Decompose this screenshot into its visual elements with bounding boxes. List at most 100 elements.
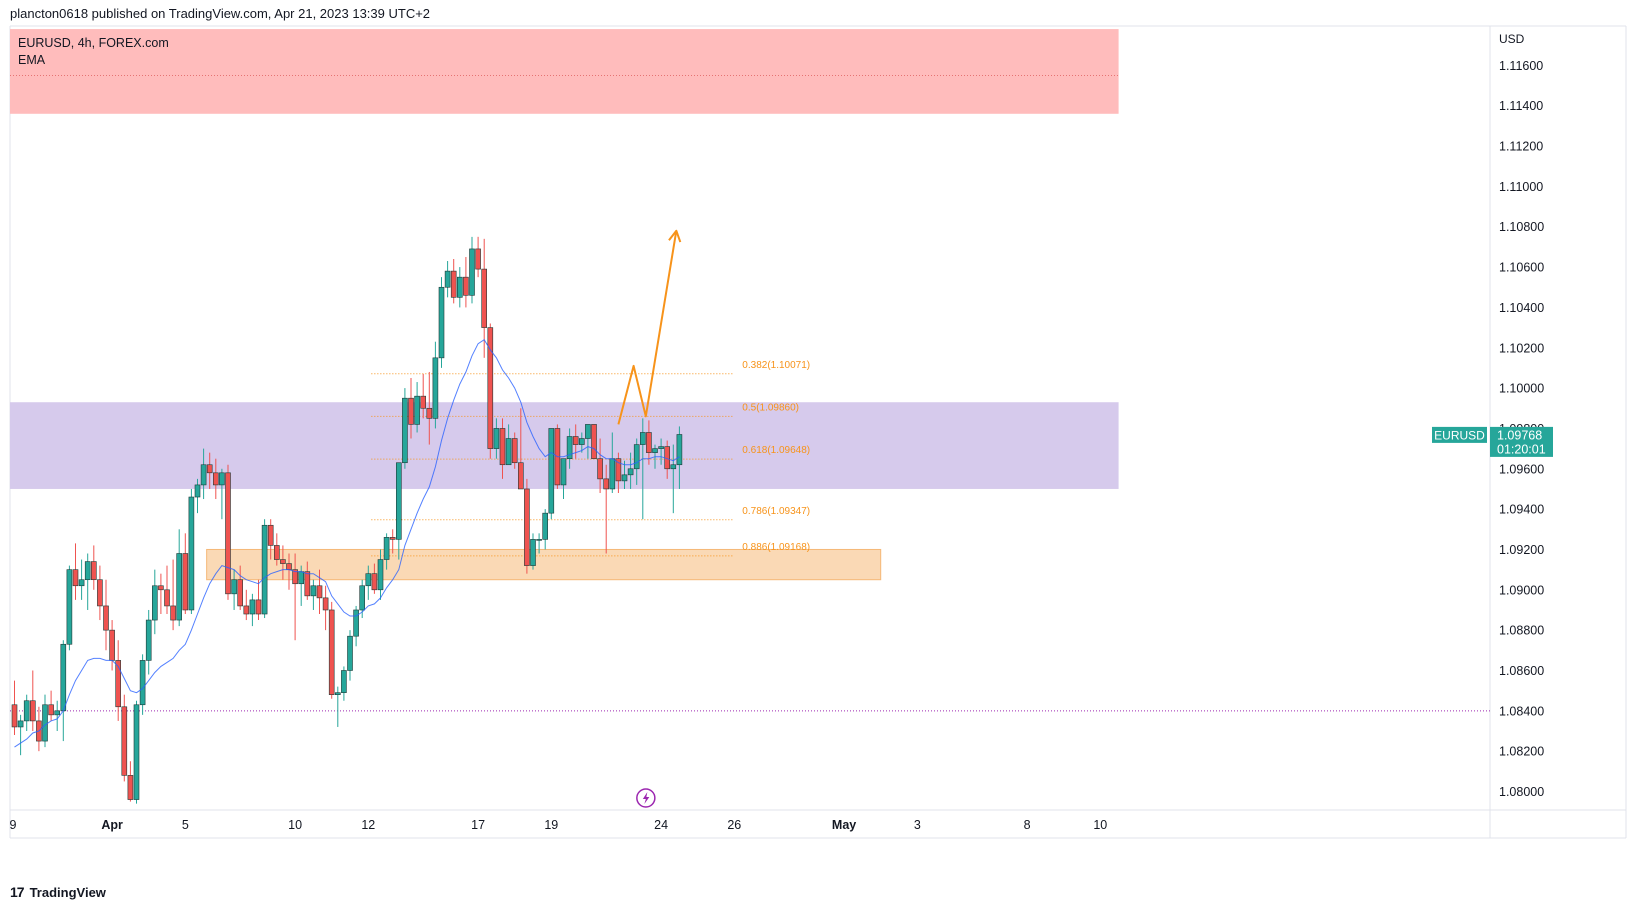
candle-body bbox=[213, 472, 219, 486]
candle-body bbox=[298, 571, 305, 585]
candle-body bbox=[286, 563, 292, 570]
candle bbox=[603, 464, 610, 554]
candle bbox=[249, 593, 256, 627]
candle bbox=[176, 529, 182, 627]
candle bbox=[127, 761, 134, 802]
candle-body bbox=[54, 710, 61, 716]
candle bbox=[23, 694, 30, 731]
last-price-badge bbox=[1490, 426, 1553, 457]
candle-body bbox=[536, 539, 542, 541]
candle bbox=[450, 259, 457, 304]
candle bbox=[670, 444, 677, 514]
candle bbox=[585, 424, 591, 459]
candle-body bbox=[505, 438, 512, 466]
projection-path bbox=[617, 230, 678, 425]
candle-body bbox=[273, 545, 280, 560]
candle bbox=[280, 545, 286, 580]
candle-body bbox=[176, 553, 182, 621]
candle bbox=[188, 488, 195, 615]
candle-body bbox=[200, 464, 207, 486]
candle bbox=[371, 563, 378, 594]
candle-body bbox=[676, 434, 683, 466]
candle-body bbox=[48, 704, 54, 716]
candle-body bbox=[225, 472, 231, 595]
candle bbox=[60, 640, 67, 742]
candle bbox=[578, 432, 585, 453]
candle bbox=[536, 533, 542, 554]
candle-body bbox=[621, 474, 628, 482]
candle bbox=[341, 666, 347, 701]
candle bbox=[84, 553, 91, 610]
candle bbox=[194, 478, 201, 514]
tradingview-logo-icon: 17 bbox=[10, 884, 25, 900]
candle bbox=[639, 418, 646, 520]
candle-body bbox=[469, 248, 475, 296]
candle bbox=[463, 256, 469, 308]
brand-footer[interactable]: 17 TradingView bbox=[10, 884, 106, 900]
fib-label-0.618: 0.618(1.09648) bbox=[742, 445, 810, 456]
candle bbox=[91, 545, 97, 590]
candle bbox=[304, 561, 311, 600]
candle bbox=[530, 533, 536, 570]
candle bbox=[29, 670, 36, 731]
candle bbox=[109, 620, 115, 671]
candle-body bbox=[219, 472, 225, 486]
candle-body bbox=[334, 692, 341, 695]
candle bbox=[231, 569, 237, 610]
time-tick-label: 10 bbox=[288, 818, 302, 832]
lightning-icon[interactable] bbox=[636, 788, 656, 808]
time-tick-label: 3 bbox=[914, 818, 921, 832]
candle-body bbox=[11, 704, 18, 728]
candle bbox=[42, 694, 48, 748]
symbol-legend[interactable]: EURUSD, 4h, FOREX.com bbox=[18, 36, 169, 50]
candle-body bbox=[377, 559, 384, 591]
candle-body bbox=[609, 458, 616, 490]
candle-body bbox=[66, 569, 73, 645]
price-tick-label: 1.10600 bbox=[1499, 261, 1544, 275]
price-tick-label: 1.08800 bbox=[1499, 624, 1544, 638]
candle bbox=[261, 519, 268, 619]
price-axis-currency: USD bbox=[1499, 32, 1525, 46]
candle bbox=[11, 680, 18, 736]
candle bbox=[438, 277, 445, 368]
candle-body bbox=[341, 670, 347, 693]
candle-body bbox=[646, 432, 652, 453]
ema-legend[interactable]: EMA bbox=[18, 53, 46, 67]
chart-legend[interactable]: EURUSD, 4h, FOREX.com EMA bbox=[18, 35, 169, 69]
candle-body bbox=[206, 464, 213, 474]
candle-body bbox=[182, 553, 189, 611]
candle-body bbox=[127, 775, 134, 800]
candle-body bbox=[145, 619, 152, 661]
candle bbox=[658, 438, 664, 465]
candle-body bbox=[487, 327, 494, 449]
candle-body bbox=[328, 609, 335, 695]
price-tick-label: 1.11200 bbox=[1499, 140, 1543, 154]
candle bbox=[48, 690, 54, 721]
candle-body bbox=[170, 605, 176, 621]
candle bbox=[133, 700, 140, 804]
candle-body bbox=[597, 458, 603, 480]
candle bbox=[145, 609, 152, 675]
time-tick-label: 8 bbox=[1024, 818, 1031, 832]
price-tick-label: 1.11000 bbox=[1499, 180, 1543, 194]
candle-body bbox=[84, 561, 91, 581]
candle-body bbox=[316, 585, 323, 599]
candle-body bbox=[383, 537, 390, 560]
price-tick-label: 1.10000 bbox=[1499, 382, 1544, 396]
candle-body bbox=[103, 605, 109, 631]
candle bbox=[273, 533, 280, 566]
candle bbox=[170, 559, 176, 631]
candle bbox=[255, 579, 262, 621]
projection-arrowhead bbox=[668, 229, 682, 243]
candle-body bbox=[139, 660, 146, 706]
fib-label-0.382: 0.382(1.10071) bbox=[742, 360, 810, 371]
candle bbox=[225, 464, 231, 600]
candle-body bbox=[560, 458, 567, 486]
candle-body bbox=[408, 397, 414, 425]
candle-body bbox=[566, 436, 573, 459]
candle-body bbox=[109, 629, 115, 661]
candle-body bbox=[658, 446, 664, 449]
price-tick-label: 1.09400 bbox=[1499, 503, 1544, 517]
